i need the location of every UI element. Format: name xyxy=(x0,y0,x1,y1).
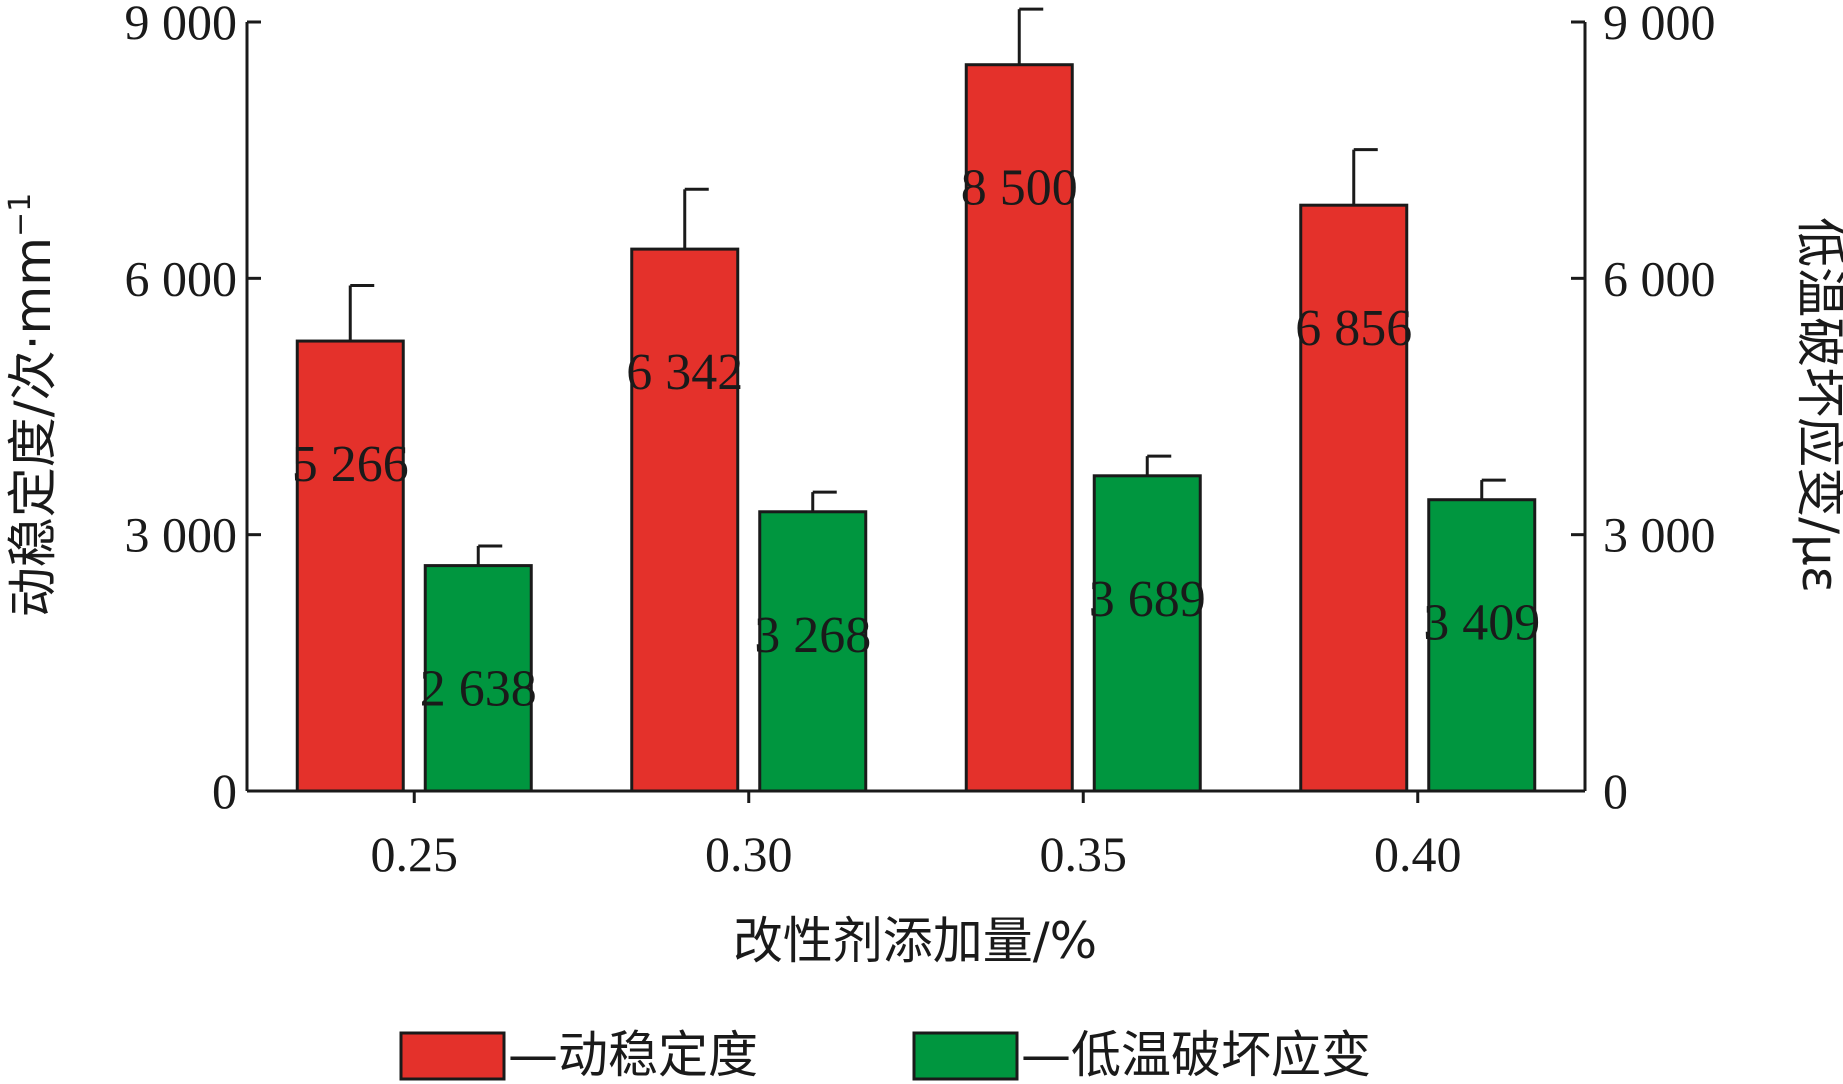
bar-1-0.30 xyxy=(630,247,740,793)
legend-swatch-series-2 xyxy=(912,1031,1019,1081)
left-tick-label-0: 0 xyxy=(212,763,237,819)
data-label-2-0.25: 2 638 xyxy=(420,661,537,718)
right-tick-label-6000: 6 000 xyxy=(1603,250,1716,306)
right-tick-label-9000: 9 000 xyxy=(1603,0,1716,50)
data-label-1-0.30: 6 342 xyxy=(626,344,743,401)
legend-label-series-1: —动稳定度 xyxy=(508,1026,758,1084)
ticks-group: 0.25 0.30 0.35 0.40 0 0 3 000 3 000 6 000 6 000 9 … xyxy=(125,0,1716,882)
data-labels-group: 5 266 2 638 6 342 3 268 8 500 3 689 6 856 3 409 xyxy=(292,160,1541,718)
data-label-1-0.25: 5 266 xyxy=(292,436,409,493)
x-tick-label-0.40: 0.40 xyxy=(1374,826,1462,882)
data-label-2-0.35: 3 689 xyxy=(1089,571,1206,628)
left-axis-title: 动稳定度/次·mm−1 xyxy=(3,193,62,617)
error-bars-group xyxy=(348,7,1506,566)
bar-2-0.35 xyxy=(1092,474,1202,793)
x-tick-label-0.35: 0.35 xyxy=(1040,826,1128,882)
legend-swatch-series-1 xyxy=(399,1031,506,1081)
axes-group xyxy=(245,22,1587,793)
bar-2-0.40 xyxy=(1427,498,1537,793)
legend-label-series-2: —低温破坏应变 xyxy=(1021,1026,1371,1084)
left-axis-title-sup: −1 xyxy=(3,193,38,237)
x-tick-label-0.25: 0.25 xyxy=(371,826,459,882)
data-label-2-0.30: 3 268 xyxy=(754,607,871,664)
data-label-1-0.35: 8 500 xyxy=(961,160,1078,217)
left-tick-label-6000: 6 000 xyxy=(125,250,238,306)
right-tick-label-0: 0 xyxy=(1603,763,1628,819)
left-tick-label-9000: 9 000 xyxy=(125,0,238,50)
legend: —动稳定度 —低温破坏应变 xyxy=(399,1026,1371,1084)
bar-1-0.40 xyxy=(1299,203,1409,793)
left-tick-label-3000: 3 000 xyxy=(125,507,238,563)
right-axis-title: 低温破坏应变/με xyxy=(1791,217,1843,593)
x-axis-title: 改性剂添加量/% xyxy=(733,912,1097,970)
left-axis-title-main: 动稳定度/次·mm xyxy=(4,237,62,617)
bar-2-0.25 xyxy=(423,564,533,793)
bar-1-0.25 xyxy=(295,339,405,793)
x-tick-label-0.30: 0.30 xyxy=(705,826,793,882)
data-label-2-0.40: 3 409 xyxy=(1423,595,1540,652)
bar-2-0.30 xyxy=(758,510,868,793)
data-label-1-0.40: 6 856 xyxy=(1295,300,1412,357)
right-tick-label-3000: 3 000 xyxy=(1603,507,1716,563)
